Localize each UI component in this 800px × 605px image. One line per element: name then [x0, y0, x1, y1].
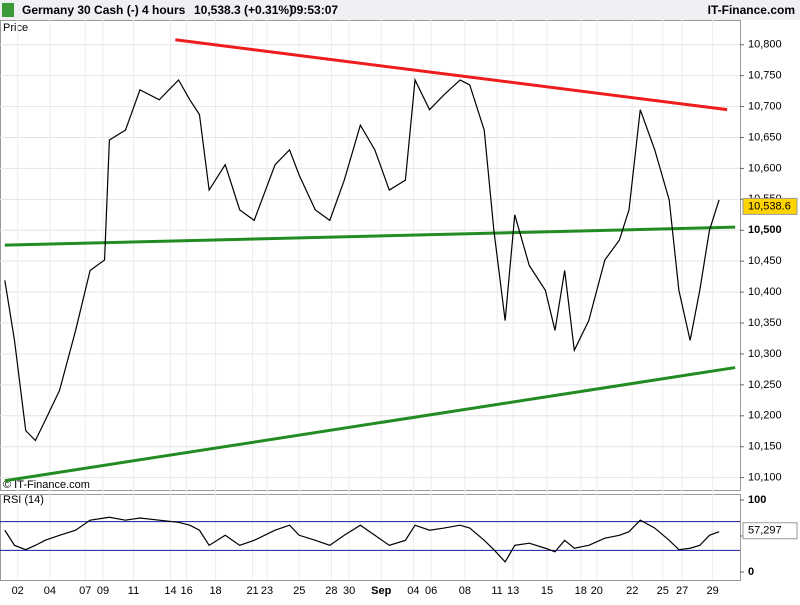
- x-tick-label: 02: [12, 585, 24, 597]
- y-tick-label: 10,150: [748, 441, 782, 453]
- y-tick-label: 0: [748, 566, 754, 578]
- x-tick-label: 23: [261, 585, 273, 597]
- x-tick-label: 18: [575, 585, 587, 597]
- panel-label: RSI (14): [3, 494, 44, 506]
- x-tick-label: 13: [507, 585, 519, 597]
- x-tick-label: 11: [491, 585, 502, 597]
- y-tick-label: 10,300: [748, 348, 782, 360]
- panel-label: Price: [3, 22, 28, 34]
- price-panel: [0, 20, 741, 491]
- trendline: [175, 38, 728, 112]
- x-tick-label: 08: [459, 585, 471, 597]
- x-tick-label: 07: [79, 585, 91, 597]
- x-tick-label: 14: [164, 585, 176, 597]
- x-tick-label: 06: [425, 585, 437, 597]
- y-tick-label: 10,500: [748, 224, 782, 236]
- watermark: © IT-Finance.com: [3, 479, 90, 491]
- x-tick-label: Sep: [371, 585, 391, 597]
- x-tick-label: 04: [407, 585, 419, 597]
- last-value-box: [742, 522, 798, 540]
- series-line: [4, 516, 720, 563]
- x-tick-label: 11: [128, 585, 139, 597]
- y-tick-label: 10,750: [748, 70, 782, 82]
- y-tick-label: 10,350: [748, 317, 782, 329]
- brand: IT-Finance.com: [708, 3, 795, 17]
- x-tick-label: 29: [707, 585, 719, 597]
- y-tick-label: 10,700: [748, 100, 782, 112]
- trendline: [4, 366, 736, 483]
- x-tick-label: 16: [180, 585, 192, 597]
- x-tick-label: 21: [246, 585, 258, 597]
- x-tick-label: 20: [591, 585, 603, 597]
- last-value-label: 10,538.6: [748, 200, 791, 212]
- interval: 4 hours: [142, 3, 186, 17]
- logo: [2, 3, 14, 17]
- header-bar: [0, 0, 800, 20]
- x-tick-label: 22: [626, 585, 638, 597]
- x-tick-label: 25: [293, 585, 305, 597]
- last-value-label: 57,297: [748, 525, 782, 537]
- instrument: Germany 30 Cash (-): [22, 3, 139, 17]
- last-value-box: [742, 197, 798, 215]
- y-tick-label: 10,100: [748, 472, 782, 484]
- time: 09:53:07: [290, 3, 338, 17]
- x-tick-label: 25: [657, 585, 669, 597]
- y-tick-label: 10,650: [748, 131, 782, 143]
- y-tick-label: 10,250: [748, 379, 782, 391]
- x-tick-label: 27: [676, 585, 688, 597]
- y-tick-label: 10,450: [748, 255, 782, 267]
- x-tick-label: 09: [97, 585, 109, 597]
- y-tick-label: 10,200: [748, 410, 782, 422]
- series-line: [4, 77, 720, 442]
- y-tick-label: 100: [748, 494, 766, 506]
- x-tick-label: 30: [343, 585, 355, 597]
- quote: 10,538.3 (+0.31%): [194, 3, 293, 17]
- y-tick-label: 10,800: [748, 39, 782, 51]
- x-tick-label: 28: [325, 585, 337, 597]
- x-tick-label: 15: [541, 585, 553, 597]
- x-tick-label: 18: [209, 585, 221, 597]
- rsi-panel: [0, 494, 741, 581]
- trendline: [4, 225, 736, 247]
- y-tick-label: 10,600: [748, 162, 782, 174]
- x-tick-label: 04: [44, 585, 56, 597]
- y-tick-label: 10,400: [748, 286, 782, 298]
